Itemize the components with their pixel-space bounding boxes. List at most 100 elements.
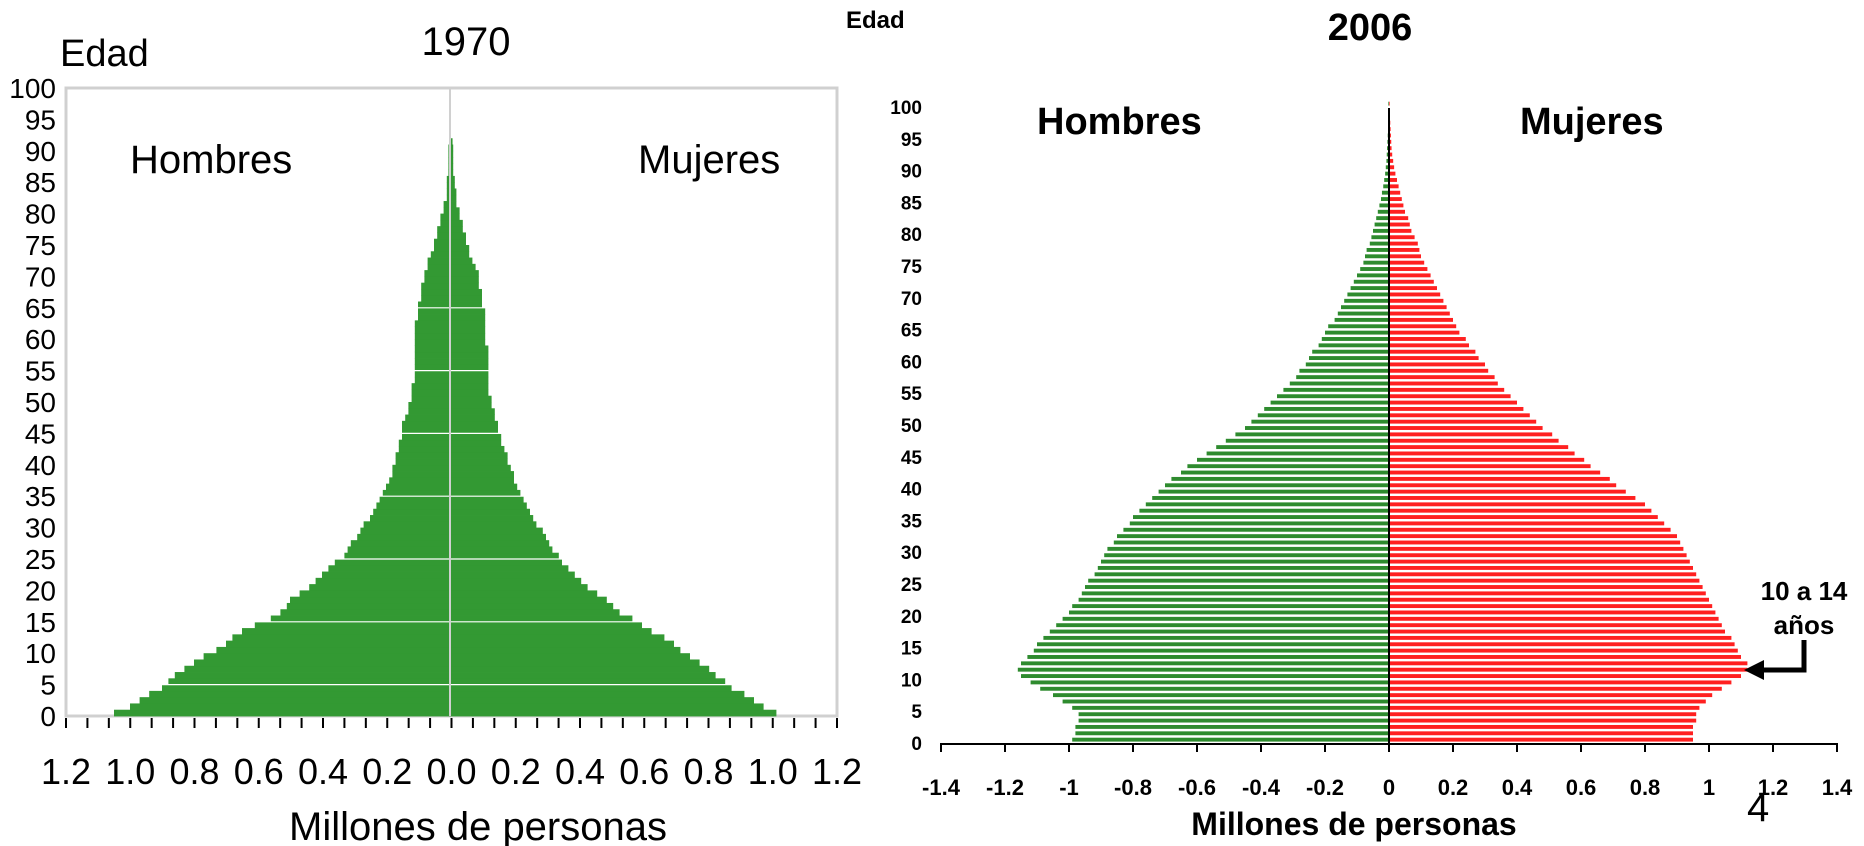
bar-mujeres-2006 [1389, 470, 1601, 475]
y-tick-label: 100 [890, 98, 922, 119]
bar-hombres-1970 [418, 307, 450, 315]
bar-hombres-1970 [446, 182, 450, 189]
y-tick-label: 90 [25, 136, 56, 167]
bar-mujeres-1970 [450, 621, 642, 629]
bar-mujeres-2006 [1389, 241, 1418, 246]
bar-mujeres-1970 [450, 226, 463, 233]
y-tick-label: 30 [901, 543, 922, 564]
bar-mujeres-1970 [450, 458, 508, 466]
bar-hombres-1970 [446, 194, 450, 202]
bar-mujeres-1970 [450, 577, 582, 585]
bar-hombres-2006 [1374, 222, 1389, 227]
bar-mujeres-2006 [1389, 445, 1569, 450]
x-tick-label: 1.0 [105, 751, 155, 792]
bar-mujeres-1970 [450, 427, 498, 434]
y-tick-label: 75 [901, 257, 923, 278]
bar-hombres-1970 [389, 477, 450, 485]
bar-hombres-1970 [114, 709, 450, 717]
bar-hombres-1970 [443, 207, 450, 214]
bar-hombres-1970 [203, 653, 450, 660]
bar-hombres-2006 [1381, 197, 1389, 202]
bar-mujeres-2006 [1389, 655, 1741, 659]
chart-2006-title: 2006 [1328, 7, 1413, 49]
bar-hombres-1970 [398, 439, 450, 447]
bar-mujeres-2006 [1389, 661, 1748, 666]
chart-2006-y-ticks: 0 5 10 15 20 25 30 35 40 45 50 55 60 65 70 75 80 85 90 95 10… [890, 98, 922, 755]
bar-hombres-2006 [1245, 426, 1389, 430]
bar-mujeres-1970 [450, 628, 652, 635]
y-tick-label: 30 [25, 513, 56, 544]
bar-mujeres-2006 [1389, 629, 1725, 634]
bar-mujeres-2006 [1389, 273, 1431, 278]
bar-mujeres-1970 [450, 464, 511, 472]
bar-mujeres-2006 [1389, 578, 1700, 583]
y-tick-label: 0 [911, 734, 922, 755]
bar-hombres-1970 [446, 188, 450, 196]
bar-hombres-2006 [1133, 515, 1389, 520]
bar-hombres-1970 [216, 646, 450, 654]
bar-mujeres-2006 [1389, 585, 1703, 589]
bar-hombres-2006 [1384, 178, 1389, 182]
bar-hombres-1970 [370, 515, 450, 522]
bar-mujeres-1970 [450, 188, 457, 196]
bar-mujeres-1970 [450, 590, 598, 598]
bar-hombres-2006 [1353, 279, 1389, 284]
bar-mujeres-2006 [1389, 337, 1466, 341]
bar-mujeres-1970 [450, 207, 460, 214]
x-tick-label: 1.0 [748, 751, 798, 792]
bar-hombres-1970 [280, 609, 450, 616]
bar-hombres-2006 [1104, 553, 1389, 558]
bar-hombres-1970 [184, 665, 450, 673]
bar-mujeres-1970 [450, 678, 726, 685]
bar-hombres-1970 [430, 251, 450, 258]
y-tick-label: 45 [25, 418, 56, 449]
bar-mujeres-2006 [1389, 432, 1553, 437]
bar-mujeres-2006 [1389, 565, 1693, 570]
bar-mujeres-1970 [450, 414, 495, 422]
bar-hombres-2006 [1381, 190, 1389, 195]
bar-hombres-1970 [226, 640, 450, 648]
bar-hombres-2006 [1386, 158, 1389, 163]
bar-hombres-2006 [1309, 356, 1389, 361]
bar-hombres-1970 [402, 420, 450, 428]
x-tick-label: 0.6 [1566, 775, 1597, 800]
bar-mujeres-1970 [450, 402, 492, 409]
bar-hombres-2006 [1337, 311, 1389, 316]
x-tick-label: 1.2 [1758, 775, 1789, 800]
bar-hombres-2006 [1385, 171, 1389, 176]
y-tick-label: 15 [25, 607, 56, 638]
bar-mujeres-1970 [450, 571, 575, 579]
bar-hombres-1970 [392, 464, 450, 472]
bar-mujeres-1970 [450, 364, 489, 371]
bar-mujeres-1970 [450, 615, 633, 623]
bar-hombres-1970 [437, 226, 450, 233]
bar-mujeres-2006 [1389, 464, 1591, 469]
bar-hombres-1970 [347, 546, 450, 554]
bar-mujeres-2006 [1389, 635, 1732, 640]
bar-mujeres-2006 [1389, 286, 1437, 291]
bar-mujeres-1970 [450, 245, 470, 252]
bar-hombres-1970 [398, 445, 450, 453]
bar-mujeres-1970 [450, 565, 569, 572]
bar-hombres-1970 [315, 577, 450, 585]
bar-mujeres-2006 [1389, 362, 1485, 367]
bar-hombres-1970 [392, 471, 450, 478]
bar-hombres-1970 [162, 684, 450, 692]
bar-mujeres-2006 [1389, 616, 1719, 621]
bar-hombres-1970 [130, 703, 450, 711]
bar-hombres-1970 [414, 358, 450, 365]
y-tick-label: 60 [25, 324, 56, 355]
bar-hombres-2006 [1321, 337, 1389, 341]
bar-mujeres-1970 [450, 288, 482, 296]
bar-hombres-2006 [1158, 489, 1389, 494]
bar-mujeres-2006 [1389, 298, 1444, 303]
bar-mujeres-1970 [450, 232, 466, 240]
bar-hombres-2006 [1062, 616, 1389, 621]
bar-hombres-1970 [174, 672, 451, 679]
bar-mujeres-1970 [450, 420, 498, 428]
bar-hombres-1970 [395, 452, 450, 459]
bar-mujeres-2006 [1389, 101, 1390, 106]
bar-hombres-1970 [290, 596, 450, 604]
bar-mujeres-2006 [1389, 375, 1495, 380]
